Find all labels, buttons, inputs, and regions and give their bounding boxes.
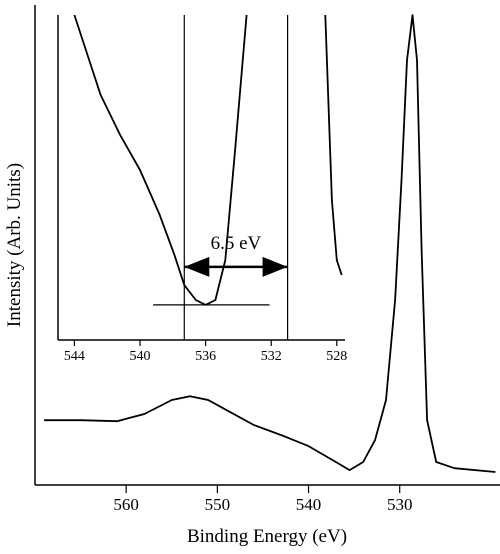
x-tick-label: 532	[261, 349, 282, 364]
x-tick-label: 528	[326, 349, 347, 364]
x-tick-label: 530	[387, 495, 413, 514]
x-tick-label: 550	[205, 495, 231, 514]
data-line	[73, 14, 343, 306]
x-tick-label: 560	[113, 495, 139, 514]
y-axis-label: Intensity (Arb. Units)	[4, 163, 25, 327]
x-tick-label: 536	[195, 349, 216, 364]
x-tick-label: 544	[64, 349, 85, 364]
x-axis-label: Binding Energy (eV)	[187, 526, 347, 547]
x-tick-label: 540	[296, 495, 322, 514]
annotation: 6.5 eV	[211, 233, 262, 254]
x-tick-label: 540	[130, 349, 151, 364]
data-line	[44, 14, 496, 473]
